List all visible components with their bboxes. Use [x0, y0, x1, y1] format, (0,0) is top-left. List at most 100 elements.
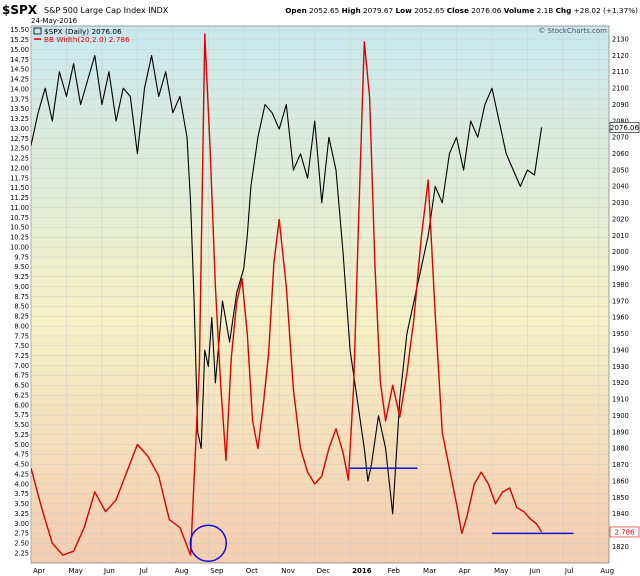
- x-axis-ticks: Apr May Jun Jul Aug Sep Oct Nov Dec 2016 Feb Mar Apr…: [33, 567, 614, 575]
- left-tick-label: 6.25: [14, 391, 29, 399]
- right-tick-label: 1950: [612, 330, 629, 338]
- right-tick-label: 2020: [612, 215, 629, 223]
- symbol-label: $SPX: [2, 3, 38, 17]
- right-tick-label: 2060: [612, 150, 629, 158]
- right-tick-label: 1980: [612, 281, 629, 289]
- right-tick-label: 1990: [612, 265, 629, 273]
- legend-price-swatch: [33, 27, 42, 35]
- left-tick-label: 4.50: [14, 461, 29, 469]
- left-tick-label: 5.25: [14, 431, 29, 439]
- right-tick-label: 2100: [612, 85, 629, 93]
- left-tick-label: 3.00: [14, 520, 29, 528]
- left-tick-label: 5.00: [14, 441, 29, 449]
- left-tick-label: 7.25: [14, 352, 29, 360]
- right-tick-label: 2070: [612, 134, 629, 142]
- left-tick-label: 12.50: [10, 145, 29, 153]
- left-tick-label: 3.75: [14, 490, 29, 498]
- x-tick-label: Feb: [388, 567, 401, 575]
- left-tick-label: 3.50: [14, 500, 29, 508]
- left-tick-label: 11.25: [10, 194, 29, 202]
- price-last-value-tag: 2076.06: [609, 122, 640, 133]
- left-tick-label: 6.50: [14, 382, 29, 390]
- x-tick-label: 2016: [352, 567, 372, 575]
- right-tick-label: 2080: [612, 117, 629, 125]
- left-tick-label: 3.25: [14, 510, 29, 518]
- left-tick-label: 11.00: [10, 204, 29, 212]
- right-tick-label: 2030: [612, 199, 629, 207]
- x-tick-label: Nov: [281, 567, 295, 575]
- legend-bbw-label: BB Width(20,2.0) 2.786: [44, 35, 130, 44]
- left-axis-ticks: 2.252.50 2.75 3.00 3.25 3.50 3.75 4.00 4.254.50…: [10, 26, 29, 557]
- x-tick-label: Aug: [175, 567, 189, 575]
- bb-width-line: [31, 33, 543, 556]
- right-tick-label: 2050: [612, 166, 629, 174]
- right-tick-label: 1840: [612, 510, 629, 518]
- bbw-last-value-tag: 2.786: [609, 526, 640, 538]
- x-tick-label: Apr: [459, 567, 471, 575]
- left-tick-label: 10.75: [10, 214, 29, 222]
- x-tick-label: Apr: [33, 567, 45, 575]
- left-tick-label: 4.25: [14, 470, 29, 478]
- left-tick-label: 8.25: [14, 313, 29, 321]
- right-tick-label: 2130: [612, 35, 629, 43]
- x-tick-label: May: [68, 567, 82, 575]
- left-tick-label: 14.50: [10, 66, 29, 74]
- left-tick-label: 13.00: [10, 125, 29, 133]
- x-tick-label: Jul: [138, 567, 148, 575]
- left-tick-label: 10.50: [10, 224, 29, 232]
- right-tick-label: 2040: [612, 183, 629, 191]
- right-tick-label: 2090: [612, 101, 629, 109]
- left-tick-label: 9.00: [14, 283, 29, 291]
- right-tick-label: 1910: [612, 396, 629, 404]
- right-tick-label: 2110: [612, 68, 629, 76]
- left-tick-label: 14.75: [10, 56, 29, 64]
- left-tick-label: 10.25: [10, 234, 29, 242]
- left-tick-label: 11.75: [10, 174, 29, 182]
- plot-area: [30, 25, 610, 564]
- left-tick-label: 15.00: [10, 46, 29, 54]
- right-tick-label: 1970: [612, 297, 629, 305]
- left-tick-label: 9.50: [14, 263, 29, 271]
- ohlc-summary: Open 2052.65 High 2079.67 Low 2052.65 Cl…: [285, 6, 638, 15]
- left-tick-label: 7.50: [14, 342, 29, 350]
- right-tick-label: 2010: [612, 232, 629, 240]
- right-tick-label: 1850: [612, 494, 629, 502]
- left-tick-label: 15.25: [10, 36, 29, 44]
- annotations: [189, 467, 574, 563]
- legend-price-label: $SPX (Daily) 2076.06: [44, 27, 122, 36]
- left-tick-label: 13.50: [10, 105, 29, 113]
- watermark: © StockCharts.com: [538, 27, 607, 35]
- left-tick-label: 2.25: [14, 549, 29, 557]
- left-tick-label: 7.75: [14, 332, 29, 340]
- right-tick-label: 1900: [612, 412, 629, 420]
- left-tick-label: 11.50: [10, 184, 29, 192]
- price-last-value: 2076.06: [610, 124, 639, 132]
- left-tick-label: 9.75: [14, 253, 29, 261]
- right-tick-label: 1920: [612, 379, 629, 387]
- right-tick-label: 1940: [612, 346, 629, 354]
- left-tick-label: 7.00: [14, 362, 29, 370]
- left-tick-label: 5.75: [14, 411, 29, 419]
- left-tick-label: 13.25: [10, 115, 29, 123]
- x-tick-label: Aug: [600, 567, 614, 575]
- left-tick-label: 12.75: [10, 135, 29, 143]
- x-tick-label: Jul: [564, 567, 574, 575]
- x-tick-label: Dec: [317, 567, 331, 575]
- right-tick-label: 1820: [612, 543, 629, 551]
- legend: $SPX (Daily) 2076.06 BB Width(20,2.0) 2.…: [33, 27, 130, 44]
- right-tick-label: 1860: [612, 477, 629, 485]
- right-tick-label: 1890: [612, 428, 629, 436]
- right-tick-label: 2120: [612, 52, 629, 60]
- index-name-label: S&P 500 Large Cap Index INDX: [44, 6, 169, 15]
- left-tick-label: 4.75: [14, 451, 29, 459]
- bbw-last-value: 2.786: [614, 528, 635, 536]
- x-tick-label: Oct: [246, 567, 258, 575]
- left-tick-label: 2.50: [14, 540, 29, 548]
- series-layer: [31, 33, 543, 556]
- left-tick-label: 12.00: [10, 164, 29, 172]
- right-tick-label: 1870: [612, 461, 629, 469]
- grid: [30, 26, 609, 563]
- right-tick-label: 1880: [612, 445, 629, 453]
- annotation-circle: [189, 524, 228, 563]
